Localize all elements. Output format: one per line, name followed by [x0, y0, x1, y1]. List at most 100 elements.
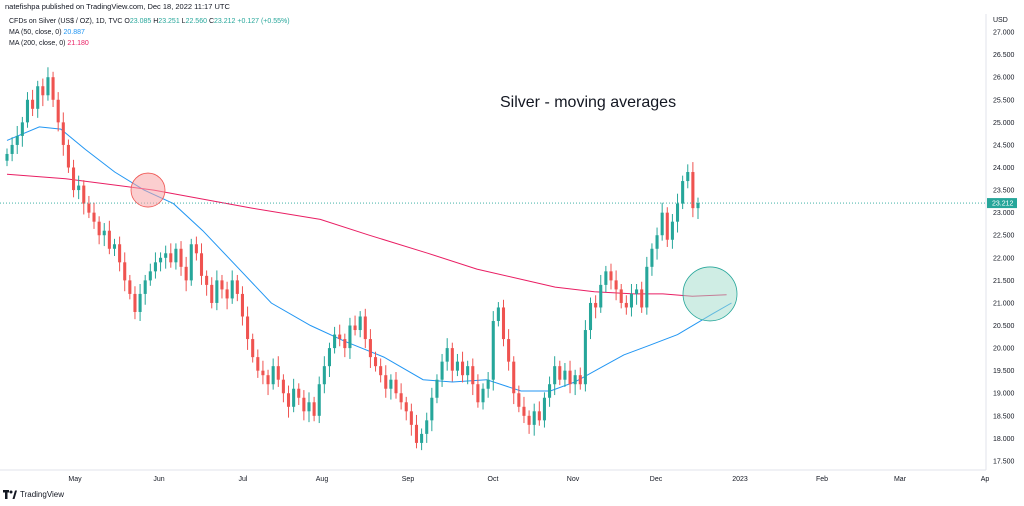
- candle-up: [348, 317, 352, 359]
- candle-down: [128, 274, 132, 300]
- candle-up: [686, 164, 690, 189]
- candle-up: [25, 92, 30, 128]
- candle-down: [286, 385, 291, 418]
- y-tick-label: 27.000: [993, 30, 1015, 37]
- candle-up: [553, 356, 557, 396]
- x-tick-label: Sep: [402, 476, 415, 483]
- candle-down: [399, 383, 403, 410]
- candle-down: [276, 356, 280, 387]
- candle-down: [624, 295, 628, 315]
- candle-up: [307, 392, 311, 423]
- candle-down: [384, 365, 388, 398]
- candle-down: [123, 252, 127, 292]
- x-tick-label: Mar: [894, 476, 907, 483]
- crossover-circle-green: [682, 266, 738, 322]
- candle-up: [548, 376, 552, 407]
- x-tick-label: Jul: [239, 476, 248, 483]
- candle-up: [153, 252, 157, 279]
- candle-down: [507, 329, 511, 371]
- candle-up: [542, 392, 546, 428]
- candle-down: [235, 274, 239, 302]
- y-tick-label: 23.500: [993, 188, 1015, 195]
- candle-up: [645, 256, 649, 315]
- candle-up: [435, 374, 439, 404]
- candle-up: [15, 125, 19, 154]
- candle-down: [373, 351, 378, 372]
- tradingview-brand[interactable]: TradingView: [3, 490, 64, 499]
- candle-up: [655, 227, 659, 260]
- candle-down: [394, 372, 398, 399]
- legend-open: 23.085: [129, 18, 152, 25]
- candle-up: [445, 338, 449, 371]
- candle-down: [256, 349, 260, 378]
- y-tick-label: 20.000: [993, 346, 1015, 353]
- ma50-line: [6, 126, 732, 392]
- candle-down: [609, 263, 613, 290]
- x-tick-label: Aug: [316, 476, 329, 483]
- candle-up: [138, 283, 142, 322]
- y-tick-label: 17.500: [993, 458, 1015, 465]
- candle-down: [61, 112, 65, 156]
- candle-up: [496, 302, 500, 327]
- candle-down: [537, 401, 541, 426]
- x-tick-label: May: [68, 476, 82, 483]
- candle-down: [312, 396, 316, 422]
- candle-up: [440, 353, 444, 387]
- legend-ma50-row[interactable]: MA (50, close, 0) 20.887: [9, 29, 85, 36]
- candle-up: [112, 238, 117, 256]
- legend-ma200-row[interactable]: MA (200, close, 0) 21.180: [9, 40, 89, 47]
- candle-down: [527, 410, 531, 434]
- candle-down: [379, 358, 383, 383]
- candle-down: [87, 195, 91, 219]
- candle-up: [670, 214, 674, 249]
- candle-down: [210, 277, 214, 309]
- candle-up: [420, 428, 424, 451]
- candle-down: [691, 162, 695, 218]
- candle-down: [368, 329, 372, 368]
- brand-label: TradingView: [20, 490, 65, 499]
- y-tick-label: 25.500: [993, 97, 1015, 104]
- candle-up: [322, 356, 326, 394]
- y-tick-label: 19.500: [993, 368, 1015, 375]
- candle-up: [681, 175, 685, 210]
- candle-up: [491, 311, 495, 391]
- candle-down: [266, 369, 270, 396]
- legend-symbol-row: CFDs on Silver (US$ / OZ), 1D, TVC O23.0…: [9, 18, 290, 25]
- candle-down: [31, 89, 35, 117]
- candle-up: [583, 320, 587, 392]
- candle-up: [36, 80, 40, 118]
- publisher-line: natefishpa published on TradingView.com,…: [5, 2, 230, 11]
- candle-down: [522, 396, 526, 424]
- candle-up: [675, 193, 680, 233]
- last-price-badge: [987, 198, 1017, 209]
- candle-up: [148, 263, 152, 286]
- candle-up: [635, 283, 639, 305]
- candle-down: [41, 78, 45, 107]
- candle-down: [578, 367, 582, 390]
- ma200-line: [6, 173, 727, 297]
- candle-down: [353, 315, 357, 336]
- candle-down: [594, 295, 598, 319]
- legend-ma200-label: MA (200, close, 0): [9, 40, 66, 47]
- candle-up: [696, 197, 700, 219]
- candle-up: [430, 387, 434, 432]
- candle-down: [665, 207, 669, 247]
- candle-up: [481, 383, 485, 410]
- y-tick-label: 25.000: [993, 120, 1015, 127]
- candle-up: [532, 403, 536, 436]
- candle-down: [261, 360, 265, 385]
- x-tick-label: Oct: [488, 476, 499, 483]
- y-tick-label: 26.500: [993, 52, 1015, 59]
- candle-up: [230, 270, 234, 304]
- x-tick-label: Jun: [153, 476, 164, 483]
- tradingview-logo-icon: [3, 490, 17, 499]
- candle-up: [10, 137, 14, 162]
- candle-down: [205, 270, 209, 296]
- legend-o-label: O: [124, 18, 130, 25]
- legend-symbol[interactable]: CFDs on Silver (US$ / OZ), 1D, TVC: [9, 18, 123, 25]
- candle-down: [461, 351, 465, 383]
- candle-down: [297, 383, 301, 405]
- candle-up: [20, 116, 24, 147]
- candle-up: [46, 67, 50, 101]
